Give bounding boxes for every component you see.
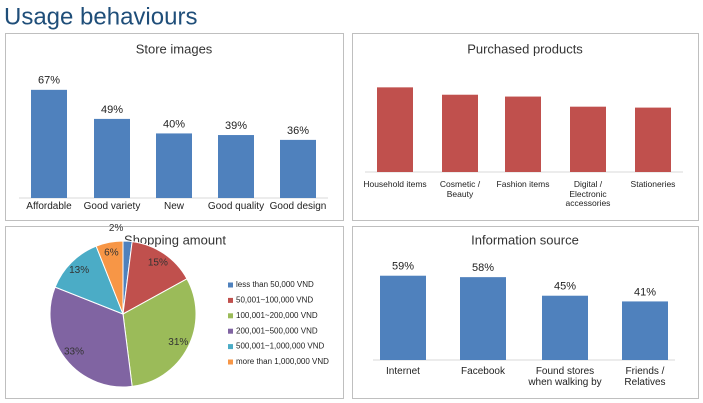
- page-title: Usage behaviours: [4, 3, 197, 30]
- x-tick-label: Household items: [363, 180, 427, 189]
- bar: [218, 135, 254, 198]
- data-label: 58%: [472, 262, 494, 274]
- x-tick-label: Friends / Relatives: [624, 366, 666, 388]
- data-label: 13%: [69, 265, 89, 276]
- x-tick-label: Affordable: [26, 201, 72, 212]
- bar: [442, 94, 478, 172]
- x-label-box: Affordable: [26, 201, 72, 212]
- data-label: 67%: [38, 75, 60, 87]
- bar: [280, 139, 316, 198]
- legend-swatch: [228, 282, 233, 288]
- chart-title: Information source: [471, 232, 579, 247]
- legend-swatch: [228, 328, 233, 334]
- legend-swatch: [228, 344, 233, 350]
- legend-swatch: [228, 297, 233, 303]
- x-label-box: Good design: [269, 201, 327, 212]
- data-label: 39%: [225, 120, 247, 132]
- bar: [31, 89, 67, 198]
- data-label: 49%: [101, 104, 123, 116]
- pie-slice: [122, 241, 188, 315]
- x-label-box: Good variety: [83, 201, 141, 212]
- x-tick-label: Internet: [386, 366, 420, 377]
- panel: [352, 33, 699, 221]
- x-label-box: Facebook: [461, 366, 505, 377]
- x-tick-label: Facebook: [461, 366, 505, 377]
- data-label: 31%: [168, 337, 188, 348]
- bar: [542, 295, 588, 360]
- bar: [635, 107, 671, 172]
- data-label: 15%: [148, 257, 168, 268]
- bar: [460, 277, 506, 360]
- x-tick-label: Good quality: [207, 201, 265, 212]
- legend-label: 100,001~200,000 VND: [236, 311, 318, 320]
- x-label-box: Stationeries: [630, 180, 676, 189]
- x-label-box: Cosmetic / Beauty: [439, 180, 481, 199]
- data-label: 59%: [392, 261, 414, 273]
- pie-slice: [54, 245, 124, 315]
- legend-swatch: [228, 313, 233, 319]
- x-label-box: Household items: [363, 180, 427, 189]
- panel: [5, 33, 344, 221]
- x-tick-label: Found stores when walking by: [528, 366, 602, 388]
- bar: [94, 118, 130, 198]
- x-tick-label: Digital / Electronic accessories: [565, 180, 611, 208]
- x-tick-label: Good design: [269, 201, 327, 212]
- bar: [156, 133, 192, 198]
- chart-title: Store images: [136, 41, 213, 56]
- data-label: 33%: [64, 347, 84, 358]
- legend-label: 50,001~100,000 VND: [236, 296, 313, 305]
- x-label-box: Fashion items: [496, 180, 550, 189]
- x-tick-label: Cosmetic / Beauty: [439, 180, 481, 199]
- data-label: 6%: [104, 248, 119, 259]
- data-label: 36%: [287, 125, 309, 137]
- bar: [380, 275, 426, 360]
- data-label: 41%: [634, 286, 656, 298]
- pie-slice: [122, 278, 197, 387]
- x-tick-label: Stationeries: [630, 180, 676, 189]
- bar: [622, 301, 668, 360]
- panel: [352, 226, 699, 399]
- x-label-box: New: [163, 201, 184, 212]
- bar: [377, 87, 413, 172]
- legend-swatch: [228, 359, 233, 365]
- x-label-box: Friends / Relatives: [624, 366, 666, 388]
- bar: [570, 106, 606, 172]
- pie-slice: [95, 240, 124, 315]
- x-label-box: Digital / Electronic accessories: [565, 180, 611, 208]
- pie-slice: [49, 286, 133, 388]
- bar: [505, 96, 541, 172]
- chart-title: Shopping amount: [124, 232, 226, 247]
- data-label: 45%: [554, 281, 576, 293]
- x-tick-label: New: [163, 201, 184, 212]
- x-tick-label: Good variety: [83, 201, 141, 212]
- data-label: 40%: [163, 118, 185, 130]
- x-tick-label: Fashion items: [496, 180, 550, 189]
- legend-label: less than 50,000 VND: [236, 280, 314, 289]
- legend-label: 500,001~1,000,000 VND: [236, 342, 325, 351]
- x-label-box: Internet: [386, 366, 420, 377]
- x-label-box: Good quality: [207, 201, 265, 212]
- panel: [5, 226, 344, 399]
- legend-label: more than 1,000,000 VND: [236, 357, 329, 366]
- legend-label: 200,001~500,000 VND: [236, 326, 318, 335]
- x-label-box: Found stores when walking by: [528, 366, 602, 388]
- chart-title: Purchased products: [467, 41, 583, 56]
- data-label: 2%: [109, 223, 124, 234]
